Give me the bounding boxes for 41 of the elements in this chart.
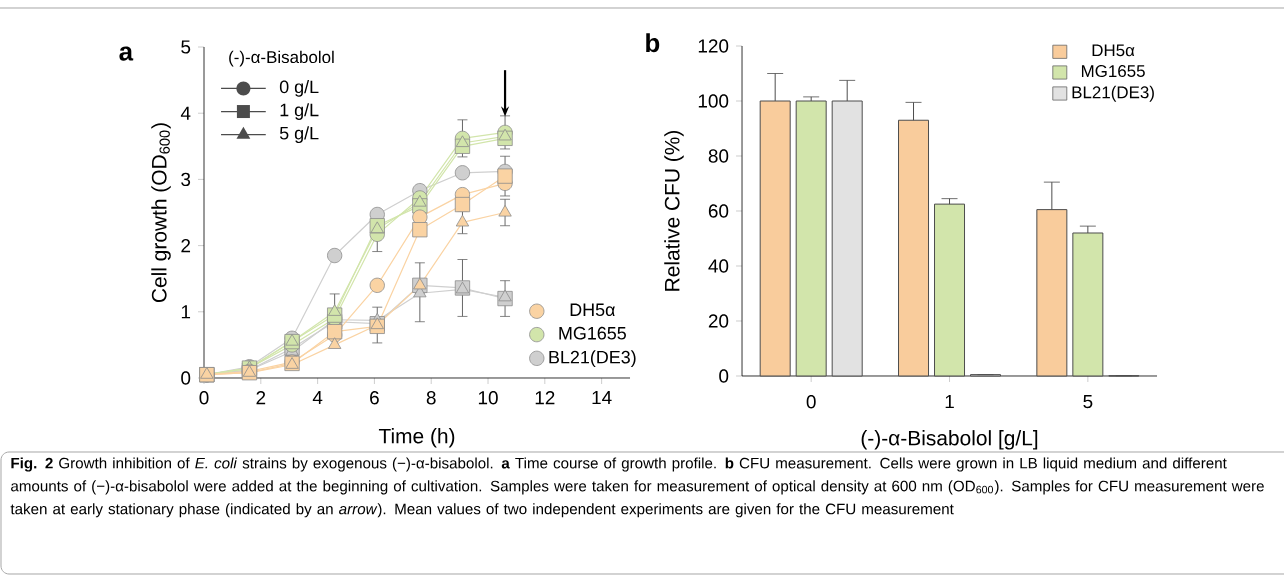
x-axis-title: (-)-α-Bisabolol [g/L] (861, 430, 1038, 450)
y-tick-label: 60 (708, 204, 729, 218)
legend-title: (-)-α-Bisabolol (229, 50, 334, 67)
legend-label: DH5α (570, 303, 615, 317)
y-tick-label: 3 (181, 172, 191, 187)
y-tick-label: 120 (698, 39, 729, 53)
text: b (646, 33, 660, 53)
annotation: 1 g/L (280, 103, 319, 120)
y-tick-label: 4 (180, 106, 191, 120)
y-tick-label: 0 (719, 369, 729, 383)
y-tick-label: 5 (181, 40, 191, 54)
y-tick-label: 2 (181, 238, 191, 253)
y-axis-title: Relative CFU (%) (664, 130, 684, 291)
x-tick-label: 1 (945, 395, 954, 409)
y-tick-label: 80 (708, 149, 729, 163)
y-axis-title: Cell growth (OD$_{600}$) (151, 123, 171, 303)
legend-label: BL21(DE3) (1072, 85, 1154, 102)
y-tick-label: 0 (181, 371, 191, 385)
y-tick-label: 1 (181, 305, 191, 319)
x-axis-title: Time (h) (378, 428, 455, 448)
x-tick-label: 0 (199, 391, 209, 405)
legend-label: DH5α (1092, 44, 1135, 57)
text: a (119, 46, 134, 61)
x-tick-label: 8 (426, 391, 436, 405)
x-tick-label: 2 (256, 391, 266, 405)
y-tick-label: 100 (698, 94, 729, 108)
y-tick-label: 20 (708, 314, 729, 328)
x-tick-label: 14 (592, 391, 612, 405)
x-tick-label: 4 (312, 391, 323, 405)
annotation: 5 g/L (279, 126, 319, 144)
x-tick-label: 0 (806, 395, 816, 409)
legend-label: BL21(DE3) (549, 350, 636, 368)
legend-label: MG1655 (1081, 65, 1145, 78)
annotation: 0 g/L (279, 80, 319, 97)
x-tick-label: 10 (478, 391, 498, 405)
x-tick-label: 5 (1083, 395, 1093, 409)
x-tick-label: 6 (370, 391, 379, 405)
x-tick-label: 12 (535, 391, 555, 405)
legend-label: MG1655 (559, 326, 626, 340)
y-tick-label: 40 (708, 259, 729, 273)
text: Fig. 2 Growth inhibition of E. coli strains by exogenous (−)-α-bisabolol. a Time course of growth profile. b CFU measurement. Cells were grown in LB liquid medium and different amounts of (−)-α-bisabolol were added at the beginning of cultivation. Samples were taken for measurement of optical density at 600 nm (OD$_{600}$). Samples for CFU measurement were taken at early stationary phase (indicated by an arrow). Mean values of two independent experiments are given for the CFU measurement (10, 457, 1264, 518)
